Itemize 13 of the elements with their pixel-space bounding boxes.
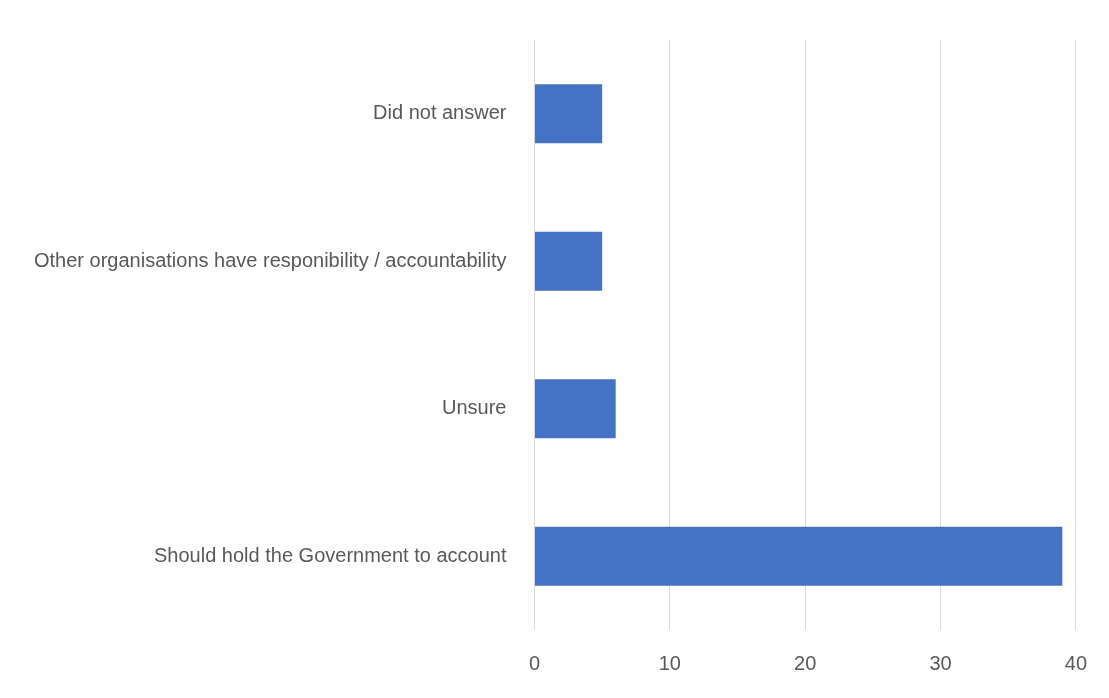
bar (534, 84, 603, 144)
bar (534, 526, 1063, 586)
x-tick-label: 10 (658, 651, 681, 674)
x-tick-label: 0 (528, 651, 541, 674)
y-tick-label: Other organisations have responibility / accountability (34, 248, 507, 271)
x-tick-label: 20 (794, 651, 817, 674)
y-tick-label: Should hold the Government to account (154, 543, 507, 566)
x-tick-label: 40 (1064, 651, 1087, 674)
bar (534, 231, 603, 291)
bar (534, 379, 616, 439)
y-tick-label: Did not answer (373, 101, 507, 124)
x-tick-label: 30 (929, 651, 952, 674)
y-tick-label: Unsure (442, 396, 507, 419)
